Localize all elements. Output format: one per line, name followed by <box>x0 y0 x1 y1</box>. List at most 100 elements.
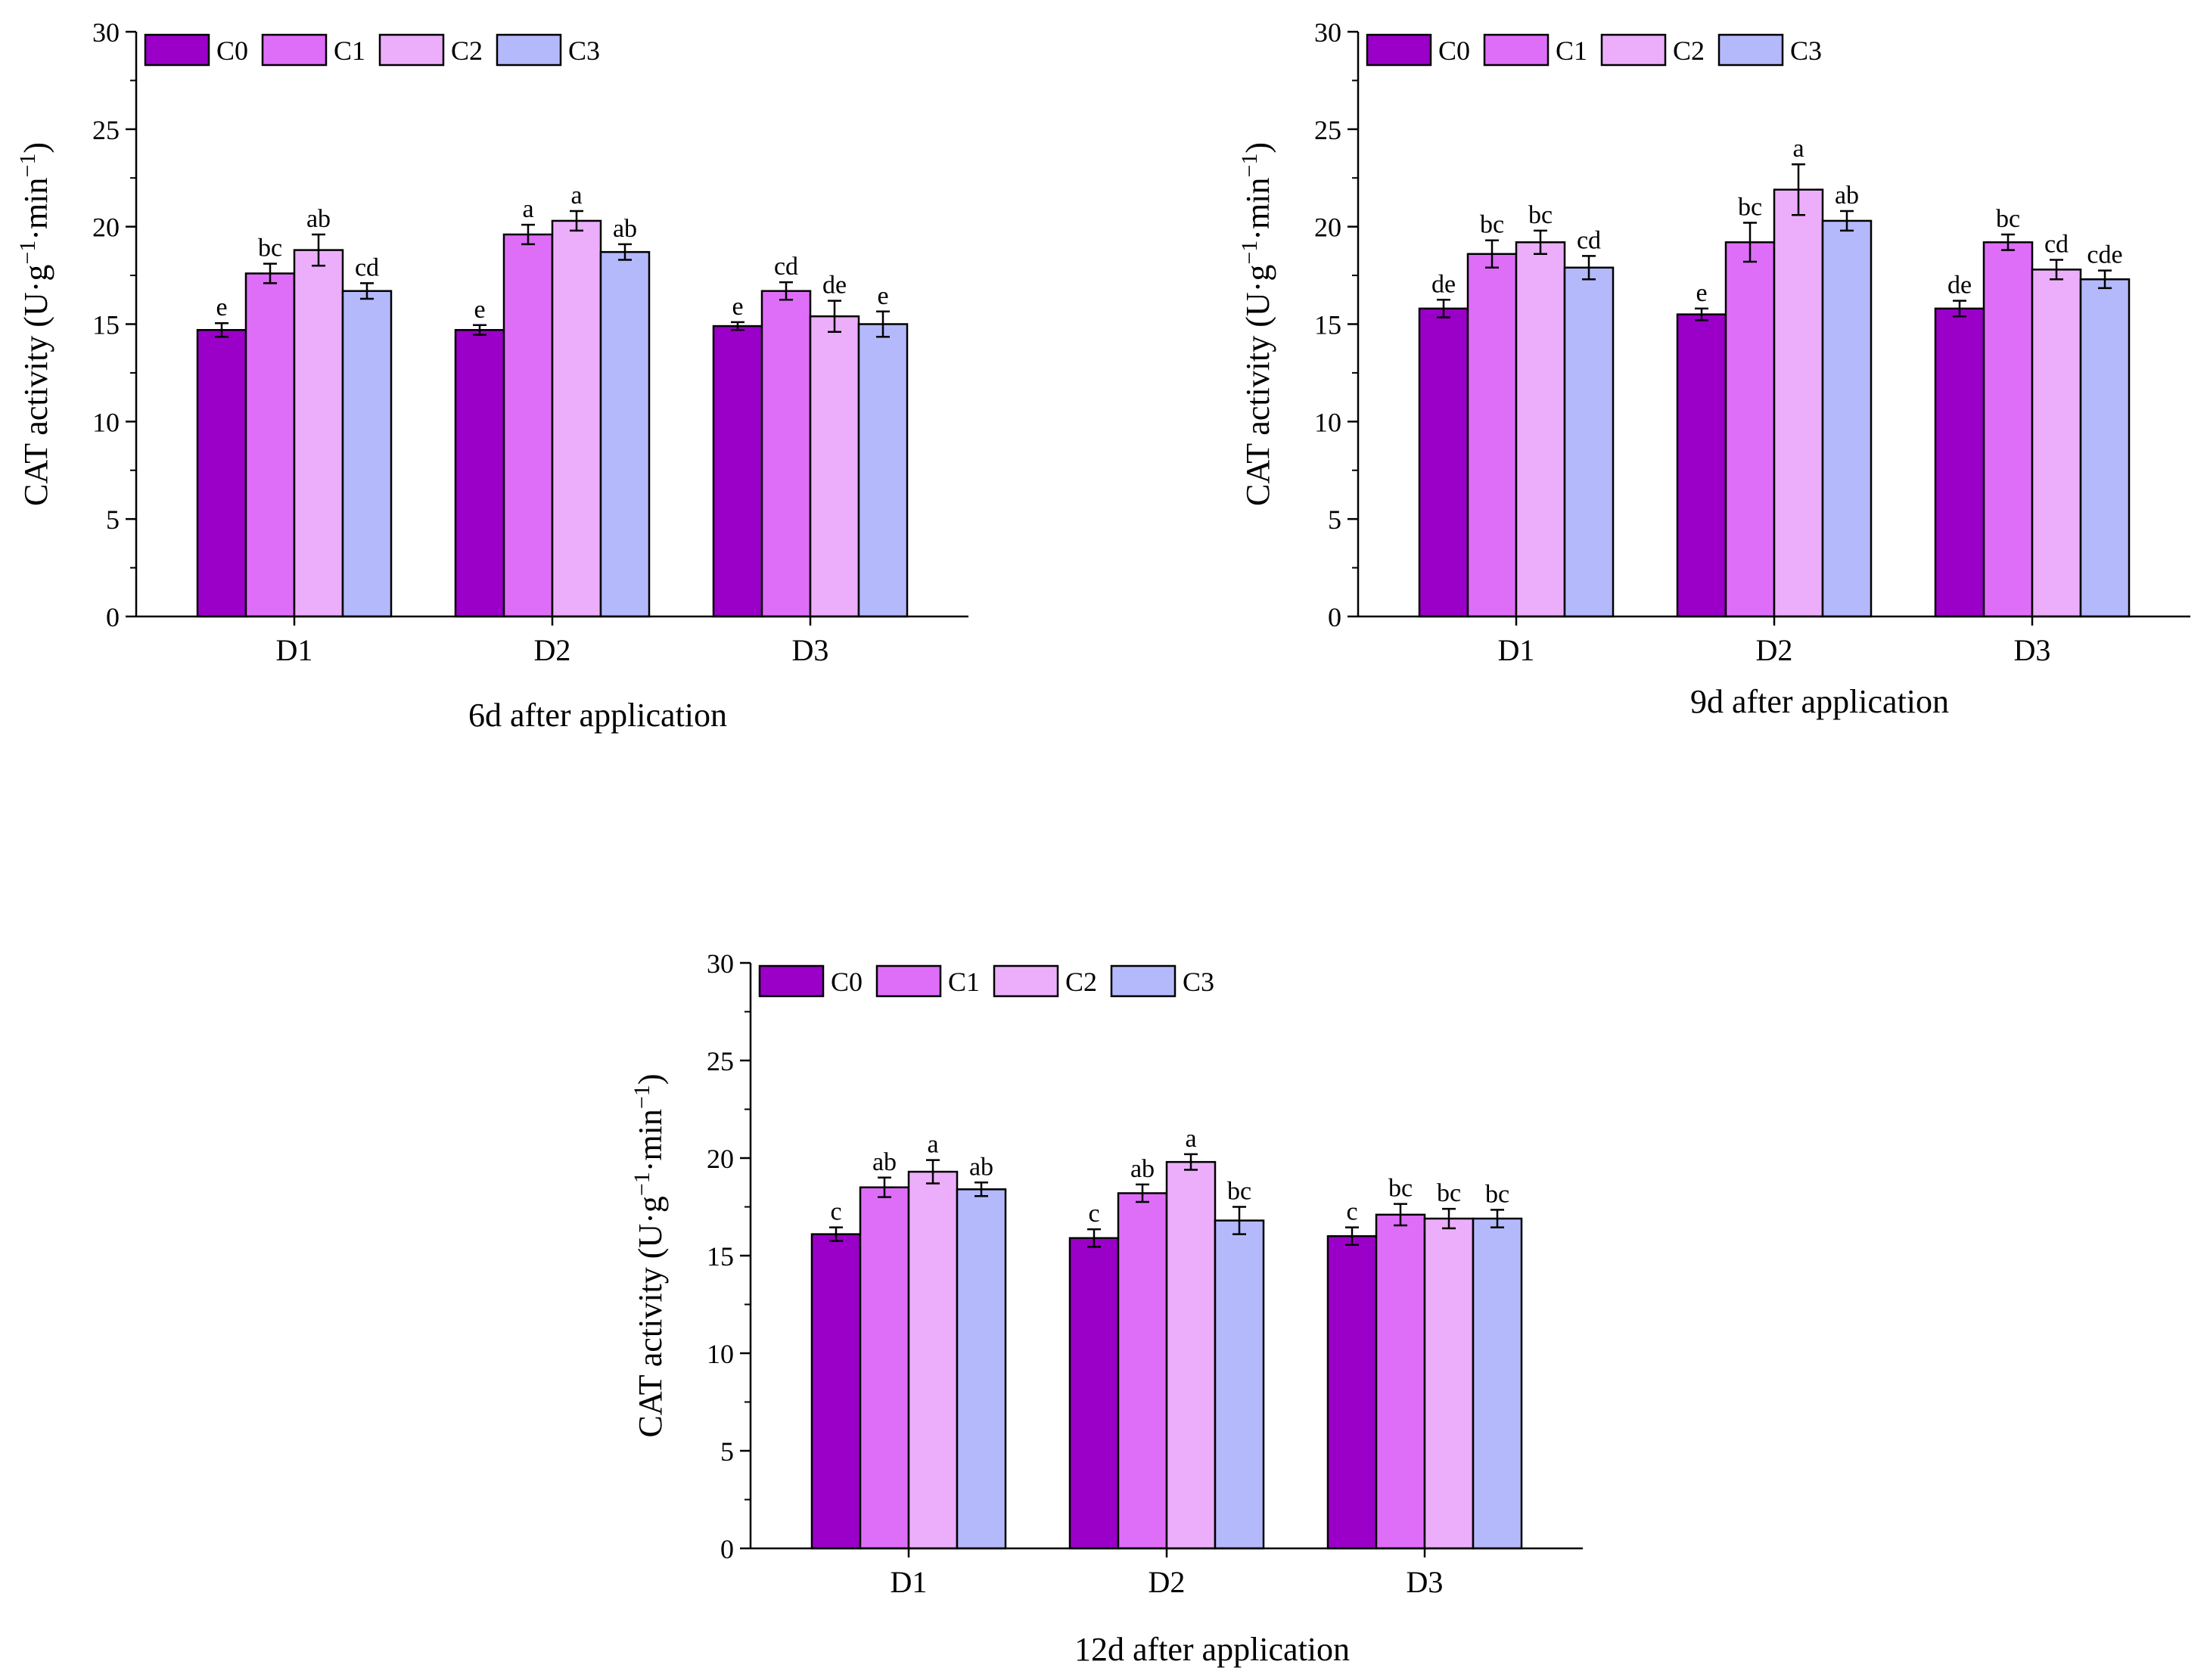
significance-label-D2-C2: a <box>1185 1125 1196 1153</box>
chart-title: 6d after application <box>468 697 727 734</box>
error-bar-D3-C2 <box>1442 1207 1456 1230</box>
bar-D1-C1 <box>859 1186 910 1550</box>
bar-D3-C3 <box>857 323 909 618</box>
bar-D3-C2 <box>2031 269 2082 618</box>
bar-D3-C3 <box>2079 278 2131 618</box>
error-bar-D1-C0 <box>829 1226 843 1242</box>
significance-label-D2-C3: ab <box>1835 182 1859 210</box>
x-tick-label-D1: D1 <box>1498 633 1535 667</box>
y-tick-label: 20 <box>707 1144 734 1174</box>
y-tick-label: 0 <box>1328 602 1341 632</box>
significance-label-D3-C1: bc <box>1996 205 2020 233</box>
bar-D1-C0 <box>196 328 247 618</box>
error-bar-D2-C1 <box>1743 222 1757 263</box>
bar-D1-C0 <box>1418 307 1469 618</box>
error-bar-D2-C0 <box>1695 307 1708 321</box>
error-bar-D2-C0 <box>1087 1228 1101 1248</box>
y-axis-label: CAT activity (U·g−1·min−1) <box>15 142 55 506</box>
y-axis-label: CAT activity (U·g−1·min−1) <box>1237 142 1277 506</box>
bar-D3-C2 <box>809 315 860 618</box>
y-axis-label-part: ) <box>1239 142 1276 154</box>
error-bar-D1-C2 <box>926 1159 940 1185</box>
y-tick-label: 30 <box>1314 17 1341 48</box>
chart-title: 12d after application <box>1074 1631 1350 1668</box>
error-bar-D2-C1 <box>521 223 535 246</box>
legend-label-C0: C0 <box>831 967 863 997</box>
significance-label-D1-C0: e <box>216 293 227 321</box>
y-tick-label: 25 <box>1314 115 1341 145</box>
bar-D1-C1 <box>244 272 296 618</box>
y-axis-label-superscript: −1 <box>15 154 40 178</box>
y-tick-label: 15 <box>1314 310 1341 340</box>
significance-label-D3-C0: c <box>1346 1198 1357 1226</box>
y-tick-label: 25 <box>707 1046 734 1076</box>
error-bar-D2-C2 <box>570 210 583 232</box>
bar-D2-C2 <box>551 219 602 618</box>
bar-D1-C3 <box>1563 266 1615 618</box>
significance-label-D2-C1: bc <box>1738 194 1762 222</box>
bar-D3-C1 <box>1982 241 2034 618</box>
x-tick-label-D2: D2 <box>1149 1565 1186 1599</box>
legend-label-C1: C1 <box>948 967 980 997</box>
bar-D3-C1 <box>1375 1213 1426 1550</box>
bar-D3-C0 <box>1934 307 1985 618</box>
error-bar-D1-C3 <box>974 1182 988 1197</box>
legend-label-C2: C2 <box>1673 36 1705 66</box>
significance-label-D3-C1: bc <box>1388 1175 1413 1203</box>
legend-swatch-C0 <box>1366 33 1432 67</box>
bar-D2-C3 <box>1214 1219 1265 1550</box>
bar-D2-C3 <box>1821 219 1873 618</box>
legend-label-C3: C3 <box>1790 36 1822 66</box>
legend-swatch-C2 <box>993 964 1059 998</box>
significance-label-D1-C1: bc <box>258 234 282 262</box>
y-tick-label: 20 <box>1314 213 1341 243</box>
y-axis-label-superscript: −1 <box>15 241 40 265</box>
legend-label-C2: C2 <box>451 36 483 66</box>
y-tick-label: 15 <box>92 310 120 340</box>
significance-label-D1-C3: cd <box>355 253 379 281</box>
error-bar-D3-C3 <box>2098 269 2112 290</box>
bar-D1-C2 <box>907 1170 959 1550</box>
error-bar-D1-C3 <box>1582 255 1596 281</box>
significance-label-D3-C3: e <box>877 282 888 310</box>
x-tick-label-D1: D1 <box>891 1565 928 1599</box>
error-bar-D2-C1 <box>1136 1183 1149 1203</box>
y-axis-label-part: ) <box>632 1074 669 1085</box>
error-bar-D1-C2 <box>312 233 325 267</box>
bar-D3-C2 <box>1423 1217 1475 1550</box>
bar-D2-C2 <box>1165 1160 1217 1550</box>
significance-label-D3-C2: cd <box>2044 230 2069 258</box>
significance-label-D1-C2: bc <box>1528 201 1553 229</box>
error-bar-D2-C0 <box>473 324 486 336</box>
significance-label-D3-C3: bc <box>1485 1180 1509 1208</box>
significance-label-D1-C3: ab <box>969 1153 993 1181</box>
bar-D3-C3 <box>1472 1217 1523 1550</box>
x-tick-label-D2: D2 <box>1756 633 1793 667</box>
error-bar-D3-C3 <box>876 310 890 338</box>
significance-label-D2-C1: ab <box>1130 1155 1155 1183</box>
legend-swatch-C1 <box>261 33 328 67</box>
legend: C0 C1 C2 C3 <box>758 964 1214 998</box>
y-axis-label-part: ·min <box>632 1109 669 1172</box>
legend-label-C0: C0 <box>1438 36 1470 66</box>
significance-label-D1-C1: bc <box>1480 211 1504 239</box>
x-tick-label-D3: D3 <box>2014 633 2051 667</box>
y-tick-label: 15 <box>707 1241 734 1272</box>
bar-D2-C2 <box>1773 188 1824 618</box>
legend-swatch-C3 <box>1110 964 1177 998</box>
legend-label-C3: C3 <box>1183 967 1214 997</box>
significance-label-D2-C2: a <box>1792 135 1804 163</box>
error-bar-D3-C2 <box>2050 259 2063 281</box>
error-bar-D2-C3 <box>1840 210 1854 232</box>
significance-label-D3-C0: de <box>1947 272 1972 300</box>
y-axis-label-superscript: −1 <box>629 1172 654 1196</box>
y-axis-label-part: ·min <box>1239 178 1276 241</box>
significance-label-D1-C2: ab <box>306 205 331 233</box>
error-bar-D2-C3 <box>1233 1206 1246 1235</box>
error-bar-D1-C1 <box>263 262 277 284</box>
significance-label-D2-C2: a <box>570 182 582 210</box>
bar-D2-C1 <box>1117 1192 1168 1550</box>
